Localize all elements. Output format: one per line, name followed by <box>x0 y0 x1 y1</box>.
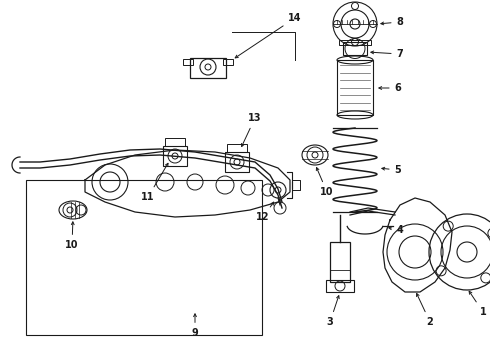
Bar <box>183 59 193 65</box>
Bar <box>337 60 373 115</box>
Bar <box>227 144 247 152</box>
Bar <box>339 40 371 45</box>
Bar <box>225 152 249 172</box>
Text: 10: 10 <box>317 167 334 197</box>
Bar <box>343 42 367 55</box>
Text: 9: 9 <box>192 314 198 338</box>
Text: 2: 2 <box>416 293 433 327</box>
Bar <box>165 138 185 146</box>
Text: 3: 3 <box>327 296 339 327</box>
Bar <box>330 242 350 282</box>
Bar <box>163 146 187 166</box>
Text: 1: 1 <box>469 291 487 317</box>
Text: 11: 11 <box>141 163 168 202</box>
Text: 14: 14 <box>235 13 302 58</box>
Text: 5: 5 <box>382 165 401 175</box>
Bar <box>26 180 262 335</box>
Text: 7: 7 <box>371 49 403 59</box>
Text: 10: 10 <box>65 222 79 250</box>
Bar <box>223 59 233 65</box>
Text: 12: 12 <box>256 202 274 222</box>
Text: 4: 4 <box>389 225 403 235</box>
Text: 8: 8 <box>381 17 403 27</box>
Bar <box>190 58 226 78</box>
Bar <box>326 280 354 292</box>
Text: 6: 6 <box>379 83 401 93</box>
Text: 13: 13 <box>242 113 262 147</box>
